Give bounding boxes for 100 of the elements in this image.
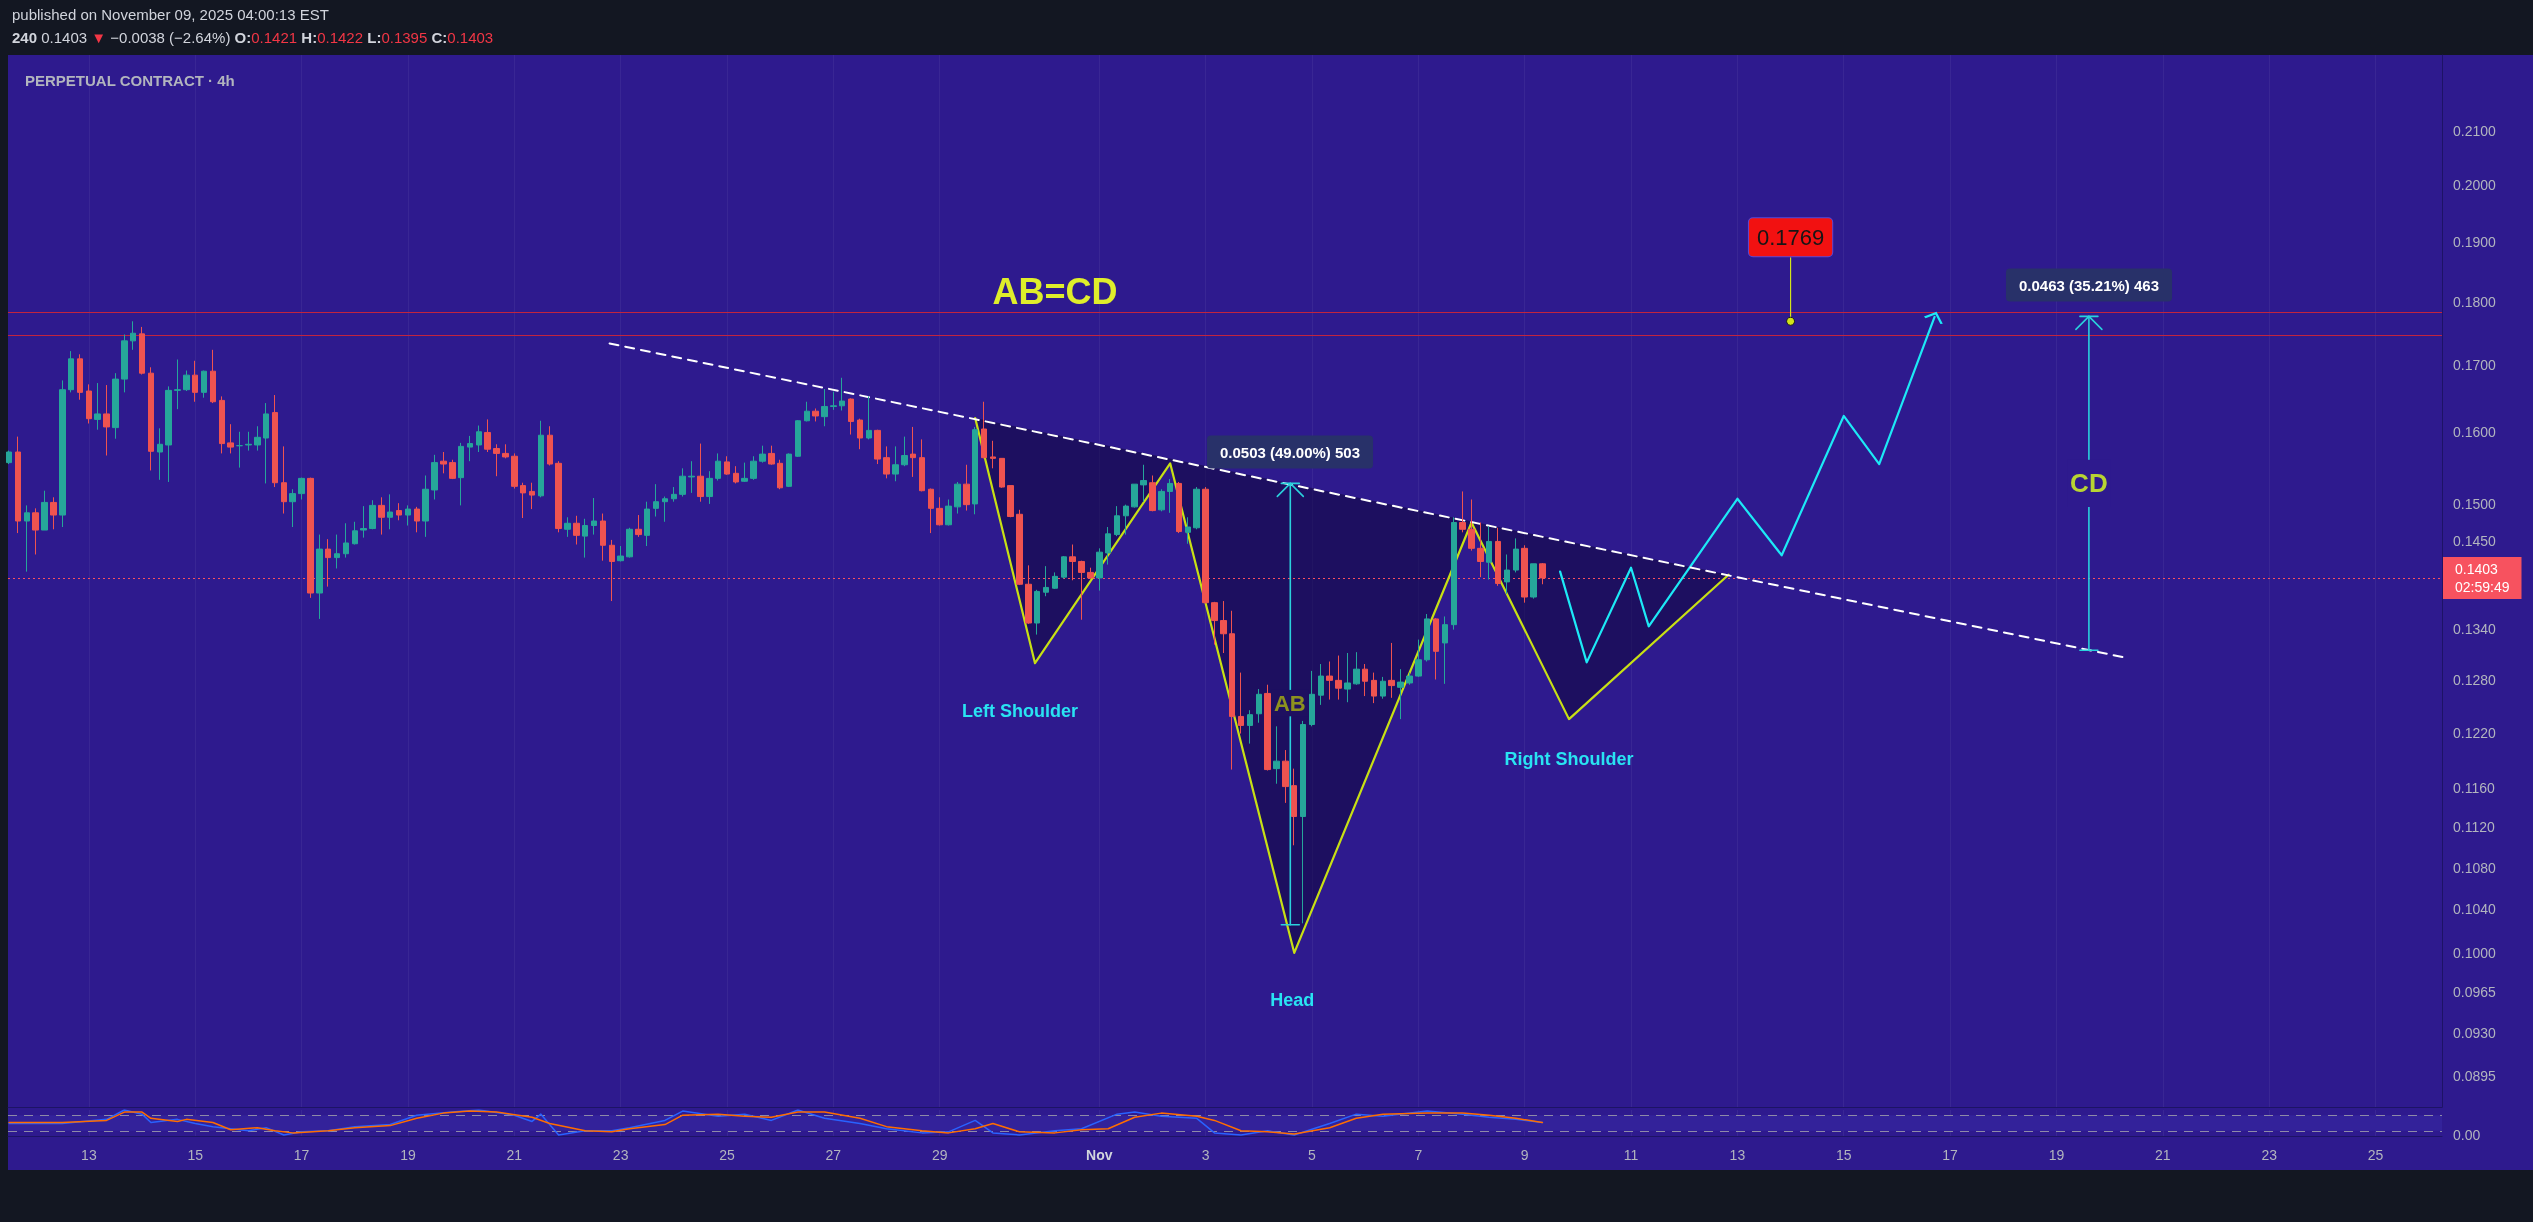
candlestick <box>1282 749 1289 804</box>
candlestick <box>289 488 296 528</box>
candlestick <box>263 402 269 484</box>
candlestick <box>254 425 261 452</box>
candlestick <box>1477 522 1484 578</box>
candlestick <box>1424 613 1430 662</box>
candlestick <box>387 493 393 530</box>
candlestick <box>839 377 845 412</box>
candlestick <box>1256 688 1262 724</box>
x-tick-label: 23 <box>612 1147 629 1163</box>
candlestick <box>804 401 810 422</box>
annotation: Right Shoulder <box>1504 749 1634 770</box>
candlestick <box>883 445 890 479</box>
annotation: 0.0463 (35.21%) 463 <box>2018 276 2160 294</box>
candlestick <box>1193 486 1200 530</box>
candlestick <box>1167 478 1173 514</box>
candlestick <box>245 431 252 452</box>
candlestick <box>715 452 721 482</box>
candlestick <box>94 382 101 431</box>
candlestick <box>1078 560 1085 621</box>
candlestick <box>157 427 163 481</box>
candlestick <box>591 497 597 536</box>
candlestick <box>431 454 438 500</box>
y-tick-label: 0.1120 <box>2453 819 2495 836</box>
candlestick <box>139 326 145 375</box>
candlestick <box>671 486 677 503</box>
candlestick <box>821 388 828 427</box>
candlestick <box>733 465 739 484</box>
candlestick <box>653 483 659 518</box>
annotation: Left Shoulder <box>962 701 1078 722</box>
candlestick <box>449 459 456 480</box>
candlestick <box>750 455 757 481</box>
candlestick <box>103 384 110 457</box>
y-tick-label: 0.1040 <box>2453 901 2497 918</box>
candlestick <box>617 545 624 562</box>
candlestick <box>1238 672 1244 735</box>
candlestick <box>32 507 39 555</box>
candlestick <box>1335 655 1342 701</box>
candlestick <box>555 460 562 533</box>
candlestick <box>644 501 650 547</box>
candlestick <box>1016 509 1023 586</box>
candlestick <box>405 504 411 527</box>
candlestick <box>706 470 713 505</box>
candlestick <box>830 391 837 411</box>
y-tick-label: 0.2100 <box>2453 123 2497 140</box>
x-tick-label: 15 <box>187 1147 204 1163</box>
candlestick <box>1149 474 1156 512</box>
candlestick <box>768 445 775 466</box>
candlestick <box>307 477 314 599</box>
candlestick <box>741 462 748 483</box>
candlestick <box>1415 639 1422 678</box>
candlestick <box>493 443 500 477</box>
candlestick <box>1007 485 1014 518</box>
candlestick <box>440 451 447 474</box>
candlestick <box>1442 615 1448 685</box>
candlestick <box>901 436 908 467</box>
candlestick <box>777 459 783 490</box>
chart-subtitle: published on November 09, 2025 04:00:13 EST <box>12 6 329 24</box>
candlestick <box>24 504 30 573</box>
x-tick-label: 25 <box>719 1147 736 1163</box>
candlestick <box>688 460 695 494</box>
y-tick-label: 0.1450 <box>2453 533 2497 550</box>
candlestick <box>298 477 305 500</box>
candlestick <box>990 440 996 469</box>
candlestick <box>1211 601 1218 646</box>
candlestick <box>1451 516 1457 631</box>
y-tick-label: 0.2000 <box>2453 177 2497 194</box>
candlestick <box>1371 672 1377 704</box>
candlestick <box>1025 564 1032 625</box>
text: 0.00 <box>2453 1127 2481 1143</box>
text: 240 0.1403 ▼ −0.0038 (−2.64%) O:0.1421 H:0.1422 L:0.1395 C:0.1403 <box>12 29 494 46</box>
candlestick <box>697 443 704 503</box>
candlestick <box>334 534 340 569</box>
candlestick <box>609 539 615 602</box>
candlestick <box>41 490 48 531</box>
x-tick-label: 23 <box>2261 1147 2278 1163</box>
y-tick-label: 0.1600 <box>2453 424 2497 441</box>
candlestick <box>6 450 12 465</box>
candlestick <box>1185 516 1191 545</box>
x-tick-label: 7 <box>1414 1147 1423 1163</box>
candlestick <box>538 420 544 498</box>
candlestick <box>936 496 943 527</box>
candlestick <box>1202 486 1209 604</box>
candlestick <box>1530 563 1537 600</box>
x-tick-label: 9 <box>1520 1147 1529 1163</box>
candlestick <box>281 445 287 515</box>
annotation: 0.0503 (49.00%) 503 <box>1219 443 1361 461</box>
x-tick-label: 17 <box>293 1147 310 1163</box>
candlestick <box>1123 504 1129 536</box>
candlestick <box>1406 672 1413 686</box>
candlestick <box>972 426 978 515</box>
candlestick <box>343 522 349 559</box>
x-tick-label: 19 <box>2048 1147 2065 1163</box>
y-tick-label: 0.1160 <box>2453 780 2495 797</box>
y-tick-label: 0.1340 <box>2453 620 2497 637</box>
candlestick <box>963 464 970 512</box>
x-tick-label: 29 <box>931 1147 948 1163</box>
candlestick <box>458 442 464 506</box>
candlestick <box>795 419 801 458</box>
annotation: AB=CD <box>992 270 1118 312</box>
